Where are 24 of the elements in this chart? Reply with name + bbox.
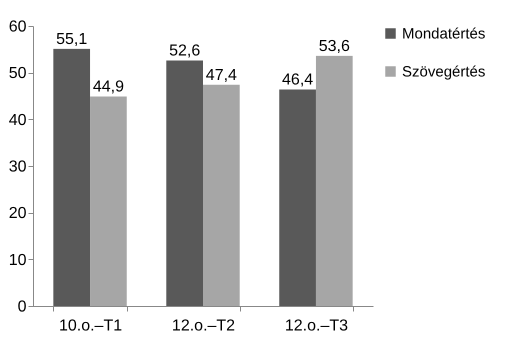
bar (279, 89, 316, 306)
y-tick-label: 60 (8, 18, 27, 36)
data-label: 55,1 (56, 30, 88, 48)
x-tick-label: 10.o.–T1 (58, 318, 122, 334)
data-label: 52,6 (169, 42, 200, 60)
x-tick-label: 12.o.–T2 (172, 318, 236, 334)
y-tick-label: 20 (8, 205, 27, 222)
legend-label: Szövegértés (402, 64, 486, 80)
y-tick-label: 40 (8, 112, 27, 129)
legend-label: Mondatértés (402, 26, 486, 42)
data-label: 44,9 (92, 78, 124, 96)
y-tick-label: 10 (8, 252, 27, 269)
bar (90, 96, 127, 306)
bar (53, 48, 90, 306)
bar (203, 84, 240, 306)
y-tick-label: 50 (8, 65, 27, 82)
bar (166, 60, 203, 306)
x-tick-label: 12.o.–T3 (284, 318, 348, 334)
y-tick-label: 0 (18, 298, 27, 316)
y-tick-label: 30 (8, 158, 27, 176)
bar (316, 56, 353, 306)
data-label: 46,4 (282, 71, 314, 88)
data-label: 53,6 (318, 38, 350, 55)
data-label: 47,4 (206, 66, 238, 84)
